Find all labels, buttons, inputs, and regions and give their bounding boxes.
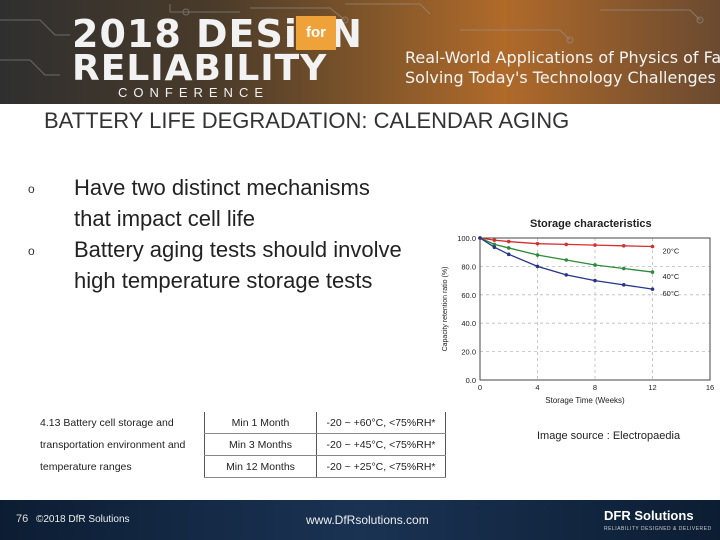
y-axis-label: Capacity retention ratio (%) bbox=[442, 267, 449, 352]
series-line bbox=[479, 237, 653, 248]
plot-frame bbox=[479, 237, 711, 381]
table-range-cell: -20 ~ +25°C, <75%RH* bbox=[316, 455, 446, 478]
y-tick-label: 20.0 bbox=[461, 348, 476, 357]
data-point bbox=[506, 252, 511, 257]
series-line bbox=[479, 237, 653, 273]
series-label: 20°C bbox=[663, 247, 680, 256]
table-duration-cell: Min 12 Months bbox=[204, 455, 317, 478]
x-tick-label: 4 bbox=[535, 383, 539, 392]
x-axis-label: Storage Time (Weeks) bbox=[545, 396, 625, 405]
page-number: 76 bbox=[16, 513, 29, 525]
data-point bbox=[650, 287, 655, 291]
slide-title: BATTERY LIFE DEGRADATION: CALENDAR AGING bbox=[44, 108, 570, 133]
image-source-caption: Image source : Electropaedia bbox=[537, 430, 681, 442]
bullet-item: o Have two distinct mechanisms that impa… bbox=[28, 172, 408, 234]
y-tick-label: 0.0 bbox=[466, 376, 476, 385]
tagline-line-2: Solving Today's Technology Challenges bbox=[405, 68, 716, 87]
data-point bbox=[621, 266, 626, 271]
data-point bbox=[593, 263, 597, 267]
data-point bbox=[506, 239, 511, 244]
data-point bbox=[478, 236, 482, 240]
data-point bbox=[564, 242, 569, 247]
tagline-line-1: Real-World Applications of Physics of Fa… bbox=[405, 48, 720, 67]
series-label: 40°C bbox=[663, 272, 680, 281]
y-tick-label: 40.0 bbox=[461, 319, 476, 328]
dfr-solutions-logo: DFR Solutions bbox=[604, 508, 694, 523]
data-point bbox=[621, 283, 626, 287]
data-point bbox=[564, 273, 569, 277]
circuit-pattern-decoration bbox=[0, 3, 704, 76]
bullet-circle-icon: o bbox=[28, 182, 35, 196]
footer-bar: 76 ©2018 DfR Solutions www.DfRsolutions.… bbox=[0, 500, 720, 540]
data-point bbox=[650, 244, 655, 249]
table-range-cell: -20 ~ +45°C, <75%RH* bbox=[316, 433, 446, 456]
table-duration-cell: Min 3 Months bbox=[204, 433, 317, 456]
bullet-list: o Have two distinct mechanisms that impa… bbox=[28, 172, 408, 296]
data-point bbox=[621, 244, 626, 248]
data-point bbox=[506, 246, 511, 250]
x-tick-label: 16 bbox=[706, 383, 714, 392]
data-point bbox=[535, 241, 540, 246]
table-label-line: temperature ranges bbox=[40, 460, 132, 473]
logo-for-badge: for bbox=[296, 16, 336, 50]
data-point bbox=[492, 238, 497, 242]
series-label: 60°C bbox=[663, 289, 680, 298]
dfr-brand-tagline: RELIABILITY DESIGNED & DELIVERED bbox=[604, 526, 712, 532]
table-label-line: 4.13 Battery cell storage and bbox=[40, 416, 174, 429]
data-point bbox=[593, 243, 597, 247]
table-range-cell: -20 ~ +60°C, <75%RH* bbox=[316, 412, 446, 434]
data-point bbox=[535, 264, 540, 269]
x-tick-label: 8 bbox=[593, 383, 597, 392]
series-line bbox=[479, 237, 653, 290]
y-tick-label: 100.0 bbox=[457, 234, 476, 243]
x-tick-label: 12 bbox=[648, 383, 656, 392]
data-point bbox=[492, 245, 497, 250]
storage-characteristics-chart: Storage characteristics0.020.040.060.080… bbox=[442, 218, 714, 405]
x-tick-label: 0 bbox=[478, 383, 482, 392]
chart-title: Storage characteristics bbox=[530, 218, 652, 230]
copyright-text: ©2018 DfR Solutions bbox=[36, 514, 130, 525]
table-label-line: transportation environment and bbox=[40, 438, 186, 451]
bullet-item: o Battery aging tests should involve hig… bbox=[28, 234, 408, 296]
table-duration-cell: Min 1 Month bbox=[204, 412, 317, 434]
conference-banner: 2018 DESiGN for RELIABILITY CONFERENCE R… bbox=[0, 0, 720, 104]
y-tick-label: 80.0 bbox=[461, 262, 476, 271]
bullet-text: Battery aging tests should involve high … bbox=[74, 237, 402, 293]
bullet-text: Have two distinct mechanisms that impact… bbox=[74, 175, 370, 231]
storage-spec-table: 4.13 Battery cell storage and Min 1 Mont… bbox=[36, 412, 448, 478]
bullet-circle-icon: o bbox=[28, 244, 35, 258]
data-point bbox=[564, 258, 569, 262]
data-point bbox=[593, 278, 597, 283]
logo-conference: CONFERENCE bbox=[118, 85, 270, 100]
data-point bbox=[535, 253, 540, 257]
logo-reliability: RELIABILITY bbox=[72, 48, 328, 89]
data-point bbox=[492, 242, 497, 247]
data-point bbox=[650, 270, 655, 274]
y-tick-label: 60.0 bbox=[461, 291, 476, 300]
website-link[interactable]: www.DfRsolutions.com bbox=[306, 513, 429, 527]
